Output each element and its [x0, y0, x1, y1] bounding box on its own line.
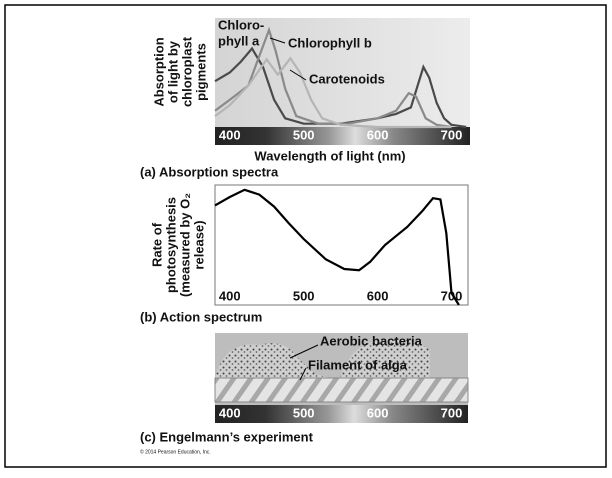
alga-filament [214, 377, 469, 403]
y-axis-label: photosynthesis [163, 197, 178, 293]
y-axis-label: release) [191, 220, 206, 269]
x-tick-label: 500 [293, 405, 315, 420]
credit: © 2014 Pearson Education, Inc. [140, 448, 211, 455]
x-axis-label: Wavelength of light (nm) [254, 148, 405, 163]
caption: (b) Action spectrum [140, 309, 262, 324]
series-line [214, 56, 452, 129]
leader-line [289, 344, 319, 359]
x-tick-label: 600 [367, 288, 389, 303]
series-label: Carotenoids [309, 71, 385, 86]
caption: (c) Engelmann’s experiment [140, 429, 314, 444]
y-axis-label: of light by [165, 40, 180, 103]
series-label: phyll a [218, 33, 260, 48]
bacteria [250, 366, 330, 378]
series-label: Chlorophyll b [288, 35, 372, 50]
y-axis-label: chloroplast [179, 36, 194, 107]
bacteria [340, 338, 430, 378]
x-tick-label: 700 [441, 127, 463, 142]
series-line [214, 26, 452, 129]
x-tick-label: 600 [367, 127, 389, 142]
spectrum-bar [215, 405, 468, 423]
leader-line [299, 367, 307, 381]
x-tick-label: 700 [441, 405, 463, 420]
x-tick-label: 700 [441, 288, 463, 303]
series-label: Chloro- [218, 17, 264, 32]
plot-area [214, 184, 469, 306]
x-tick-label: 500 [293, 288, 315, 303]
y-axis-label: pigments [193, 43, 208, 101]
series-line [214, 188, 460, 306]
leader-line [289, 69, 307, 81]
y-axis-label: (measured by O₂ [177, 193, 192, 297]
x-tick-label: 400 [219, 127, 241, 142]
x-tick-label: 600 [367, 405, 389, 420]
y-axis-label: Rate of [149, 222, 164, 267]
spectrum-bar [215, 127, 470, 145]
x-tick-label: 400 [219, 288, 241, 303]
annotation: Filament of alga [308, 357, 408, 372]
x-tick-label: 400 [219, 405, 241, 420]
leader-line [269, 37, 286, 44]
caption: (a) Absorption spectra [140, 164, 279, 179]
y-axis-label: Absorption [151, 37, 166, 106]
x-tick-label: 500 [293, 127, 315, 142]
annotation: Aerobic bacteria [320, 333, 423, 348]
